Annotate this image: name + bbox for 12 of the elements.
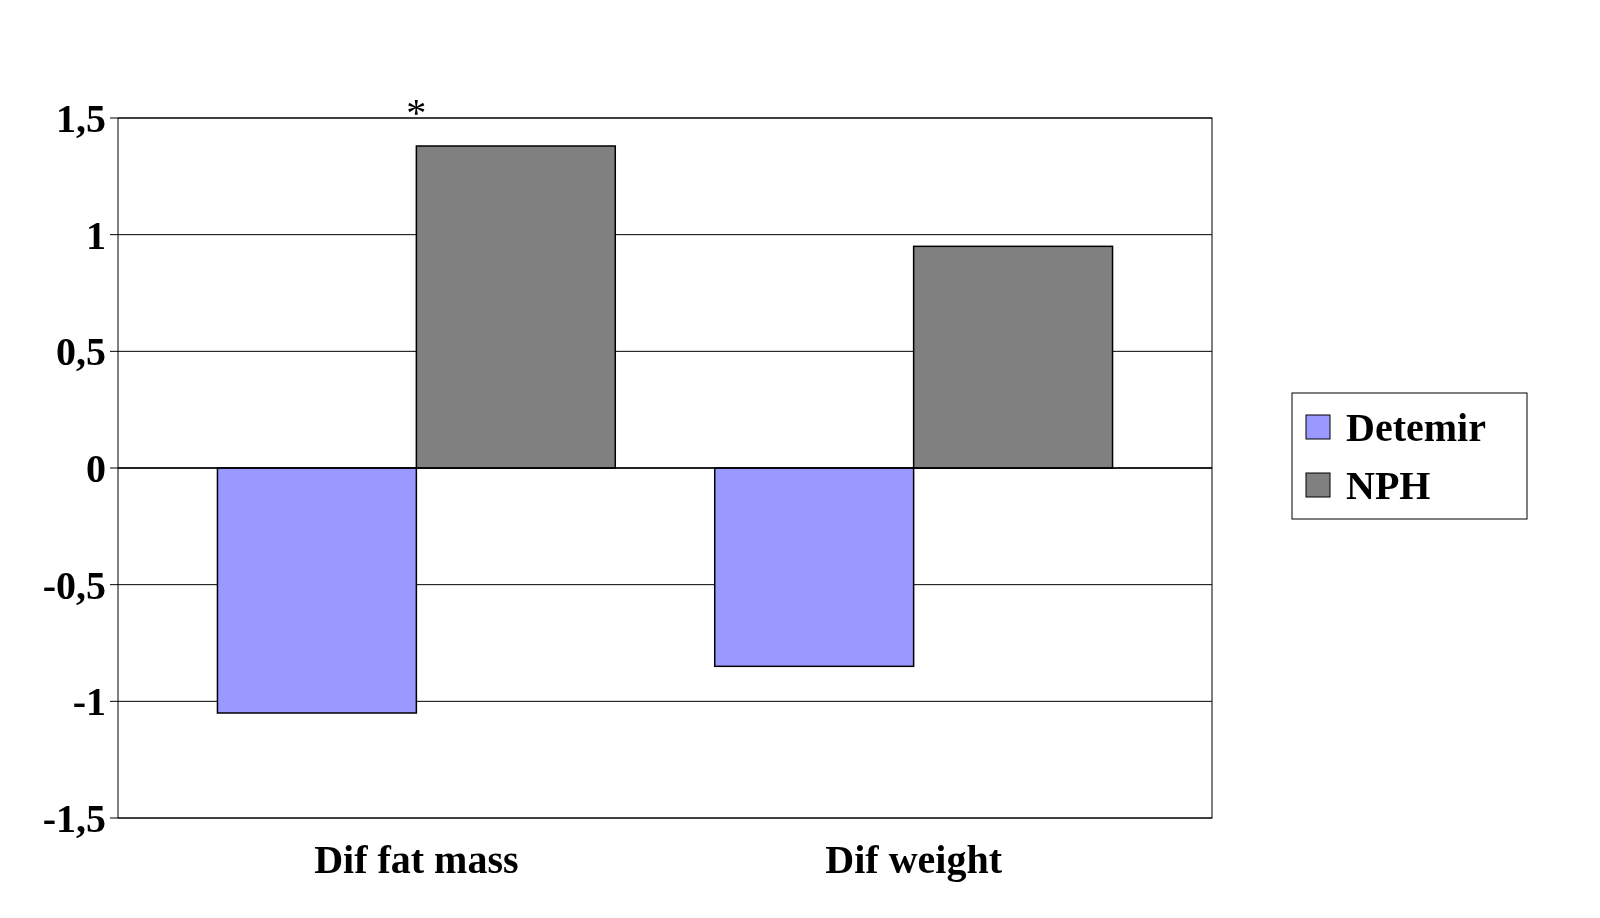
annotation: * (406, 90, 427, 135)
y-tick-label: -0,5 (42, 562, 106, 608)
legend-label: Detemir (1346, 405, 1486, 450)
y-tick-label: 0,5 (56, 329, 106, 375)
x-tick-label: Dif fat mass (314, 837, 519, 882)
y-tick-label: 0 (86, 446, 106, 491)
y-tick-label: -1,5 (42, 796, 106, 841)
x-tick-label: Dif weight (825, 837, 1003, 882)
y-tick-label: 1,5 (56, 96, 106, 141)
y-tick-label: 1 (86, 212, 106, 258)
y-tick-label: -1 (72, 679, 106, 725)
legend-label: NPH (1346, 463, 1431, 508)
